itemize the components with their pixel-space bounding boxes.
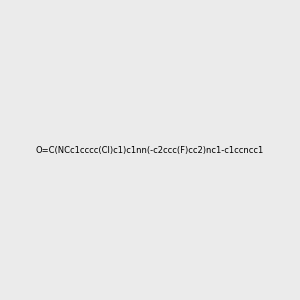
Text: O=C(NCc1cccc(Cl)c1)c1nn(-c2ccc(F)cc2)nc1-c1ccncc1: O=C(NCc1cccc(Cl)c1)c1nn(-c2ccc(F)cc2)nc1… (36, 146, 264, 154)
